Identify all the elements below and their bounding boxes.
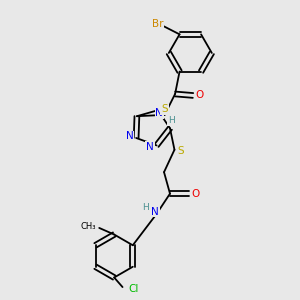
Text: H: H — [168, 116, 175, 125]
Text: N: N — [151, 207, 159, 217]
Text: N: N — [146, 142, 154, 152]
Text: S: S — [161, 104, 168, 114]
Text: N: N — [126, 131, 134, 142]
Text: S: S — [178, 146, 184, 156]
Text: O: O — [195, 91, 204, 100]
Text: Br: Br — [152, 19, 164, 28]
Text: Cl: Cl — [128, 284, 139, 295]
Text: O: O — [191, 189, 199, 199]
Text: H: H — [142, 203, 148, 212]
Text: N: N — [155, 108, 163, 118]
Text: CH₃: CH₃ — [81, 222, 96, 231]
